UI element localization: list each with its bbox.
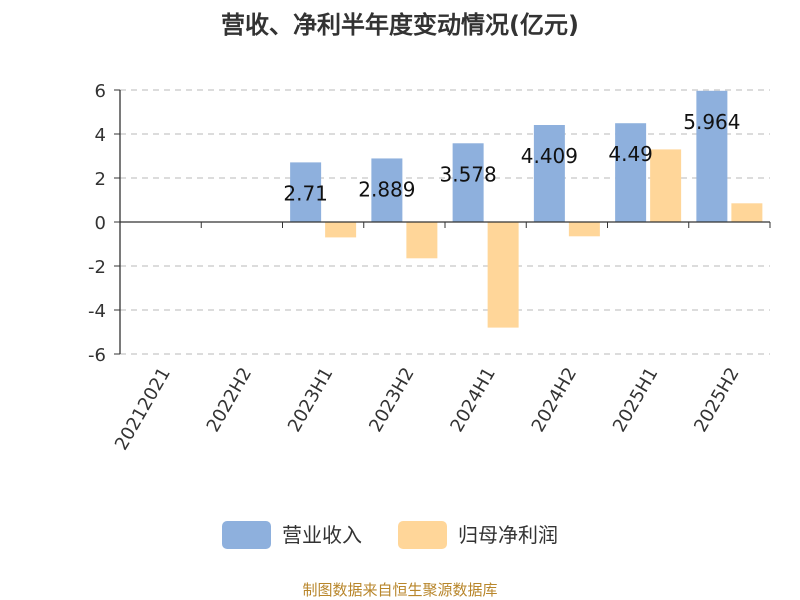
legend-item-revenue[interactable]: 营业收入	[222, 521, 362, 549]
x-tick-label: 2025H2	[690, 364, 744, 436]
bar-revenue[interactable]	[290, 162, 322, 222]
bar-revenue[interactable]	[533, 125, 565, 222]
bar-revenue[interactable]	[696, 90, 728, 223]
legend-label: 营业收入	[282, 523, 362, 547]
data-label: 4.49	[608, 142, 653, 166]
y-tick-label: 2	[95, 169, 106, 190]
x-tick-label: 2024H2	[528, 364, 582, 436]
x-tick-label: 2023H2	[365, 364, 419, 436]
bar-net-profit[interactable]	[325, 222, 357, 238]
x-tick-label: 2023H1	[284, 364, 338, 436]
y-tick-label: -4	[88, 301, 106, 322]
bar-net-profit[interactable]	[650, 149, 682, 222]
data-labels: 2.71 2.889 3.578 4.409 4.49 5.964	[283, 110, 740, 206]
x-tick-label: 2022H2	[203, 364, 257, 436]
x-tick-label: 2024H1	[446, 364, 500, 436]
bar-revenue[interactable]	[452, 143, 484, 222]
legend-item-net-profit[interactable]: 归母净利润	[398, 521, 558, 549]
bar-net-profit[interactable]	[487, 222, 519, 328]
legend-swatch	[398, 521, 447, 549]
data-label: 3.578	[439, 162, 496, 186]
y-tick-label: 0	[95, 213, 106, 234]
legend-swatch	[222, 521, 271, 549]
x-tick-label: 2025H1	[609, 364, 663, 436]
legend-label: 归母净利润	[458, 523, 558, 547]
x-tick-label: 20212021	[111, 364, 175, 454]
bar-net-profit[interactable]	[406, 222, 438, 259]
y-tick-label: 4	[95, 125, 106, 146]
y-tick-label: 6	[95, 81, 106, 102]
data-label: 2.71	[283, 181, 328, 205]
y-tick-label: -6	[88, 345, 106, 366]
legend[interactable]: 营业收入 归母净利润	[222, 521, 558, 549]
chart-title: 营收、净利半年度变动情况(亿元)	[221, 11, 579, 39]
y-tick-label: -2	[88, 257, 106, 278]
bar-revenue[interactable]	[615, 123, 647, 222]
data-label: 5.964	[683, 110, 740, 134]
bar-revenue[interactable]	[371, 158, 403, 222]
axes	[114, 89, 771, 355]
bar-net-profit[interactable]	[731, 203, 763, 222]
bar-net-profit[interactable]	[568, 222, 600, 237]
source-note: 制图数据来自恒生聚源数据库	[302, 581, 497, 599]
bars	[290, 90, 763, 328]
data-label: 2.889	[358, 177, 415, 201]
data-label: 4.409	[521, 144, 578, 168]
